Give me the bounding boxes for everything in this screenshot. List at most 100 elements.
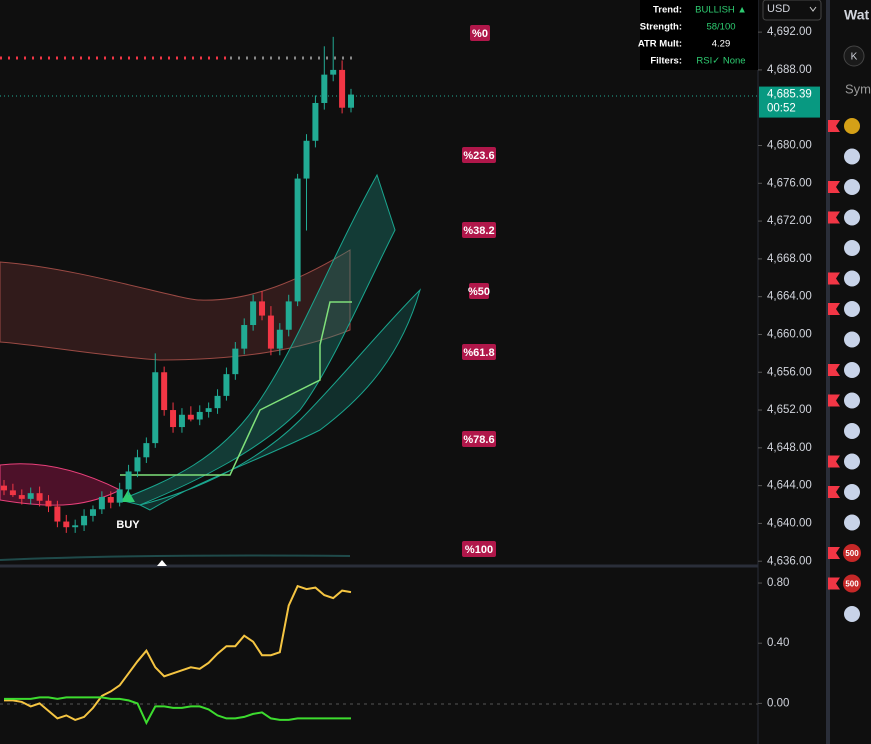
symbol-icon — [844, 331, 860, 348]
candle-body — [161, 372, 168, 411]
flag — [828, 181, 840, 193]
fib-label: %61.8 — [463, 347, 494, 359]
marker — [157, 560, 167, 566]
symbol-icon — [844, 301, 860, 317]
candle-body — [232, 348, 239, 375]
candle-body — [54, 506, 61, 522]
candle-body — [116, 489, 123, 503]
candle-body — [134, 457, 141, 472]
fib-tag — [462, 147, 496, 163]
fib-tag — [470, 25, 490, 41]
info-key: ATR Mult: — [638, 39, 682, 50]
currency-select[interactable] — [762, 0, 822, 21]
candle-body — [348, 94, 354, 108]
symbol-icon — [844, 423, 860, 439]
price-tag — [759, 86, 820, 118]
candle-body — [152, 372, 159, 444]
y-tick-label: 4,660.00 — [767, 328, 812, 340]
symbol-icon — [844, 179, 860, 195]
flag — [828, 547, 840, 559]
info-value: BULLISH ▲ — [695, 5, 747, 16]
candle-body — [285, 301, 292, 330]
candle-body — [312, 102, 319, 141]
candle-body — [178, 414, 185, 428]
candle-body — [259, 301, 266, 316]
volume-line — [0, 554, 351, 561]
symbol-icon — [844, 240, 860, 256]
candle-body — [321, 74, 328, 103]
osc-line — [4, 584, 352, 721]
info-value: RSI✓ None — [696, 56, 745, 67]
candle-body — [276, 329, 283, 349]
candle-body — [143, 443, 150, 458]
y-tick-label: 4,688.00 — [767, 64, 812, 76]
y-tick-label: 4,672.00 — [767, 215, 812, 227]
info-value: 4.29 — [712, 39, 731, 50]
fib-label: %100 — [465, 544, 493, 556]
flag — [828, 272, 840, 285]
candle-body — [107, 496, 114, 503]
osc-line — [4, 696, 351, 726]
candle-body — [63, 521, 70, 528]
symbol-icon — [844, 484, 860, 500]
candle-body — [36, 493, 43, 501]
countdown: 00:52 — [767, 103, 796, 115]
watchlist-button[interactable] — [843, 45, 865, 67]
y-tick-label: 0.40 — [767, 637, 789, 649]
info-key: Trend: — [653, 5, 682, 16]
badge — [843, 574, 861, 593]
fib-label: %23.6 — [463, 150, 494, 162]
symbol-icon — [844, 209, 860, 226]
flag — [828, 455, 840, 468]
candle-body — [267, 315, 274, 349]
candle-body — [170, 410, 177, 428]
flag — [828, 120, 840, 132]
y-tick-label: 0.00 — [767, 697, 789, 709]
y-tick-label: 4,636.00 — [767, 555, 812, 567]
trail-line — [120, 301, 352, 476]
candle-body — [250, 301, 257, 326]
candle-body — [294, 178, 301, 302]
y-tick-label: 0.80 — [767, 577, 789, 589]
y-tick-label: 4,652.00 — [767, 404, 812, 416]
y-tick-label: 4,676.00 — [767, 177, 812, 189]
flag — [828, 394, 840, 407]
candle-body — [339, 69, 346, 108]
candle-body — [205, 408, 212, 412]
y-tick-label: 4,640.00 — [767, 517, 812, 529]
badge-text: 500 — [845, 549, 859, 558]
fib-tag — [469, 283, 489, 299]
candle-body — [9, 490, 16, 496]
candle-body — [187, 414, 194, 420]
watchlist-column: Sym — [845, 81, 871, 96]
flag — [828, 486, 840, 498]
candle-body — [18, 495, 25, 499]
symbol-icon — [844, 118, 860, 134]
symbol-icon — [844, 392, 860, 409]
buy-label: BUY — [116, 519, 140, 531]
info-key: Filters: — [650, 56, 682, 67]
candle-body — [223, 374, 230, 396]
candle-body — [214, 395, 221, 409]
watchlist-rows: 500 500 — [828, 118, 861, 622]
symbol-icon — [844, 514, 860, 531]
candle-body — [45, 500, 52, 507]
info-key: Strength: — [640, 22, 682, 33]
badge — [843, 544, 861, 562]
fib-tag — [462, 344, 496, 360]
candle-body — [27, 493, 34, 499]
flag — [828, 577, 840, 590]
candle-body — [303, 140, 310, 179]
flag — [828, 211, 840, 224]
y-tick-label: 4,664.00 — [767, 291, 812, 303]
info-value: 58/100 — [706, 22, 735, 33]
y-tick-label: 4,656.00 — [767, 366, 812, 378]
currency: USD — [767, 3, 790, 15]
symbol-icon — [844, 453, 860, 470]
buy-arrow — [121, 490, 135, 502]
candle-body — [72, 525, 79, 528]
y-tick-label: 4,644.00 — [767, 480, 812, 492]
fib-label: %78.6 — [463, 434, 494, 446]
